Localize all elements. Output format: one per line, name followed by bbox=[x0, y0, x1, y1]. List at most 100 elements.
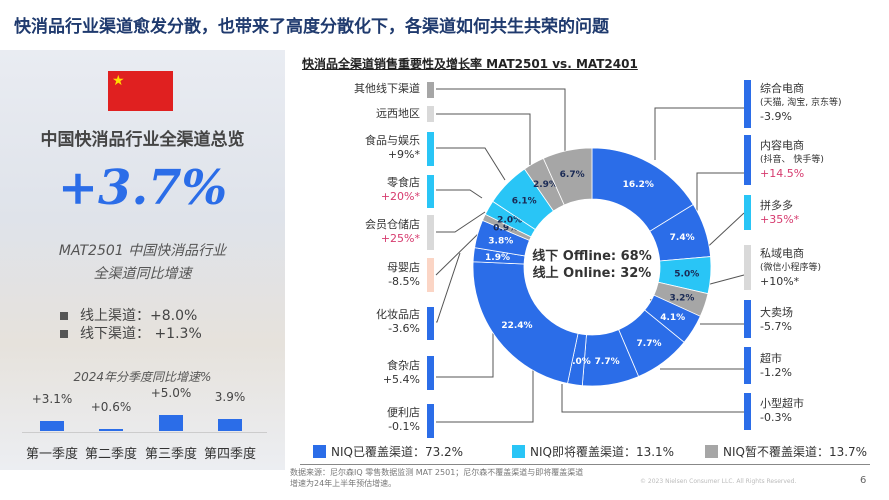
channel-growth: +9%* bbox=[387, 148, 420, 161]
quarter-bar bbox=[159, 415, 183, 431]
slice-label: 5.0% bbox=[674, 270, 699, 280]
channel-growth: -5.7% bbox=[760, 320, 792, 333]
overview-panel bbox=[0, 50, 285, 470]
slice-label: 7.4% bbox=[670, 233, 695, 243]
leader-line bbox=[435, 231, 481, 276]
chart-title: 快消品全渠道销售重要性及增长率 MAT2501 vs. MAT2401 bbox=[302, 57, 638, 71]
right-channel: 拼多多 +35%* bbox=[760, 199, 889, 227]
slice-label: 1.9% bbox=[485, 253, 510, 263]
channel-color-bar bbox=[744, 347, 751, 384]
channel-growth: -0.1% bbox=[388, 420, 420, 433]
legend-covered: NIQ已覆盖渠道：73.2% bbox=[313, 443, 463, 460]
bullet-icon bbox=[60, 330, 68, 338]
quarter-label: 第二季度 bbox=[84, 447, 137, 462]
legend-label: NIQ即将覆盖渠道：13.1% bbox=[530, 445, 675, 459]
china-flag-icon: ★ bbox=[108, 71, 173, 111]
channel-growth: +5.4% bbox=[382, 373, 420, 386]
channel-growth: +14.5% bbox=[760, 167, 805, 180]
slice-label: 2.0% bbox=[566, 357, 591, 367]
subtitle-line-2: 全渠道同比增速 bbox=[93, 266, 192, 282]
channel-growth: -8.5% bbox=[388, 275, 420, 288]
channel-color-bar bbox=[427, 175, 434, 208]
leader-line bbox=[654, 107, 744, 160]
channel-name: 小型超市 bbox=[760, 397, 804, 410]
legend-not: NIQ暂不覆盖渠道：13.7% bbox=[705, 443, 867, 460]
leader-line bbox=[696, 172, 744, 215]
slice-label: 3.8% bbox=[488, 236, 513, 246]
legend-label: NIQ暂不覆盖渠道：13.7% bbox=[723, 445, 868, 459]
legend-soon: NIQ即将覆盖渠道：13.1% bbox=[512, 443, 674, 460]
page-title: 快消品行业渠道愈发分散，也带来了高度分散化下，各渠道如何共生共荣的问题 bbox=[14, 17, 609, 37]
slice-label: 0.9% bbox=[493, 223, 518, 233]
left-channel: 食杂店 +5.4% bbox=[310, 359, 420, 387]
channel-growth: +10%* bbox=[760, 275, 800, 288]
channel-color-bar bbox=[744, 393, 751, 430]
left-channel: 零食店 +20%* bbox=[310, 176, 420, 204]
center-offline: 线下 Offline: 68% bbox=[532, 248, 651, 264]
slice-label: 2.0% bbox=[497, 216, 522, 226]
left-channel: 其他线下渠道 bbox=[310, 82, 420, 96]
channel-color-bar bbox=[427, 404, 434, 438]
online-growth-text: 线上渠道：+8.0% bbox=[80, 308, 198, 324]
channel-color-bar bbox=[744, 135, 751, 185]
channel-color-bar bbox=[744, 80, 751, 128]
page-number: 6 bbox=[860, 475, 867, 486]
leader-line bbox=[436, 211, 486, 233]
quarter-bar bbox=[40, 421, 64, 431]
online-growth: 线上渠道：+8.0% bbox=[60, 305, 197, 325]
quarter-label: 第三季度 bbox=[144, 447, 197, 462]
channel-color-bar bbox=[427, 82, 434, 98]
total-growth-value: +3.7% bbox=[57, 160, 228, 216]
channel-name: 大卖场 bbox=[760, 306, 793, 319]
quarter-value: +5.0% bbox=[150, 386, 192, 400]
slice-label: 22.4% bbox=[501, 321, 532, 331]
offline-growth-text: 线下渠道： +1.3% bbox=[80, 326, 202, 342]
channel-name: 私域电商 bbox=[760, 247, 804, 260]
channel-examples: (抖音、 快手等) bbox=[760, 155, 824, 165]
slice-label: 3.2% bbox=[669, 293, 694, 303]
channel-color-bar bbox=[744, 245, 751, 290]
quarter-value: +3.1% bbox=[31, 392, 73, 407]
leader-line bbox=[436, 252, 461, 323]
donut-slice bbox=[542, 147, 593, 206]
slice-label: 7.7% bbox=[595, 357, 620, 367]
right-channel: 大卖场 -5.7% bbox=[760, 306, 889, 334]
slice-label: 2.9% bbox=[533, 180, 558, 190]
right-channel: 内容电商 (抖音、 快手等) +14.5% bbox=[760, 139, 889, 181]
channel-growth: +25%* bbox=[380, 232, 420, 245]
channel-name: 内容电商 bbox=[760, 139, 804, 152]
left-channel: 远西地区 bbox=[310, 107, 420, 121]
channel-name: 母婴店 bbox=[387, 261, 420, 274]
slice-label: 7.7% bbox=[637, 339, 662, 349]
channel-name: 便利店 bbox=[387, 406, 420, 419]
channel-name: 综合电商 bbox=[760, 82, 804, 95]
copyright: © 2023 Nielsen Consumer LLC. All Rights … bbox=[640, 478, 797, 485]
channel-name: 远西地区 bbox=[376, 107, 420, 120]
legend-label: NIQ已覆盖渠道：73.2% bbox=[331, 445, 464, 459]
right-channel: 综合电商 (天猫, 淘宝, 京东等) -3.9% bbox=[760, 82, 889, 124]
channel-growth: +20%* bbox=[380, 190, 420, 203]
bullet-icon bbox=[60, 312, 68, 320]
left-channel: 化妆品店 -3.6% bbox=[310, 308, 420, 336]
center-online: 线上 Online: 32% bbox=[533, 265, 652, 281]
quarter-value: +0.6% bbox=[90, 400, 132, 415]
leader-line bbox=[436, 113, 531, 165]
quarter-label: 第四季度 bbox=[203, 447, 256, 462]
quarter-axis bbox=[22, 432, 267, 433]
legend-swatch bbox=[512, 445, 525, 458]
left-channel: 便利店 -0.1% bbox=[310, 406, 420, 434]
channel-color-bar bbox=[744, 300, 751, 338]
channel-name: 拼多多 bbox=[760, 199, 793, 212]
channel-examples: (天猫, 淘宝, 京东等) bbox=[760, 98, 842, 108]
legend-swatch bbox=[705, 445, 718, 458]
channel-name: 食杂店 bbox=[387, 359, 420, 372]
left-channel: 会员仓储店 +25%* bbox=[310, 218, 420, 246]
channel-name: 化妆品店 bbox=[376, 308, 420, 321]
right-channel: 私域电商 (微信小程序等) +10%* bbox=[760, 247, 889, 289]
leader-line bbox=[561, 384, 744, 413]
right-channel: 小型超市 -0.3% bbox=[760, 397, 889, 425]
channel-name: 超市 bbox=[760, 352, 782, 365]
channel-color-bar bbox=[427, 215, 434, 250]
subtitle-line-1: MAT2501 中国快消品行业 bbox=[58, 243, 227, 259]
